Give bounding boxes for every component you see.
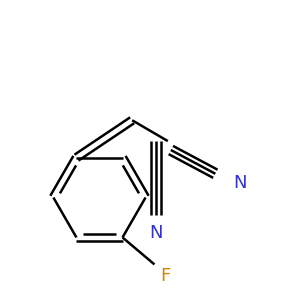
Text: F: F: [160, 267, 171, 285]
Text: N: N: [149, 224, 163, 242]
Text: N: N: [233, 174, 247, 192]
